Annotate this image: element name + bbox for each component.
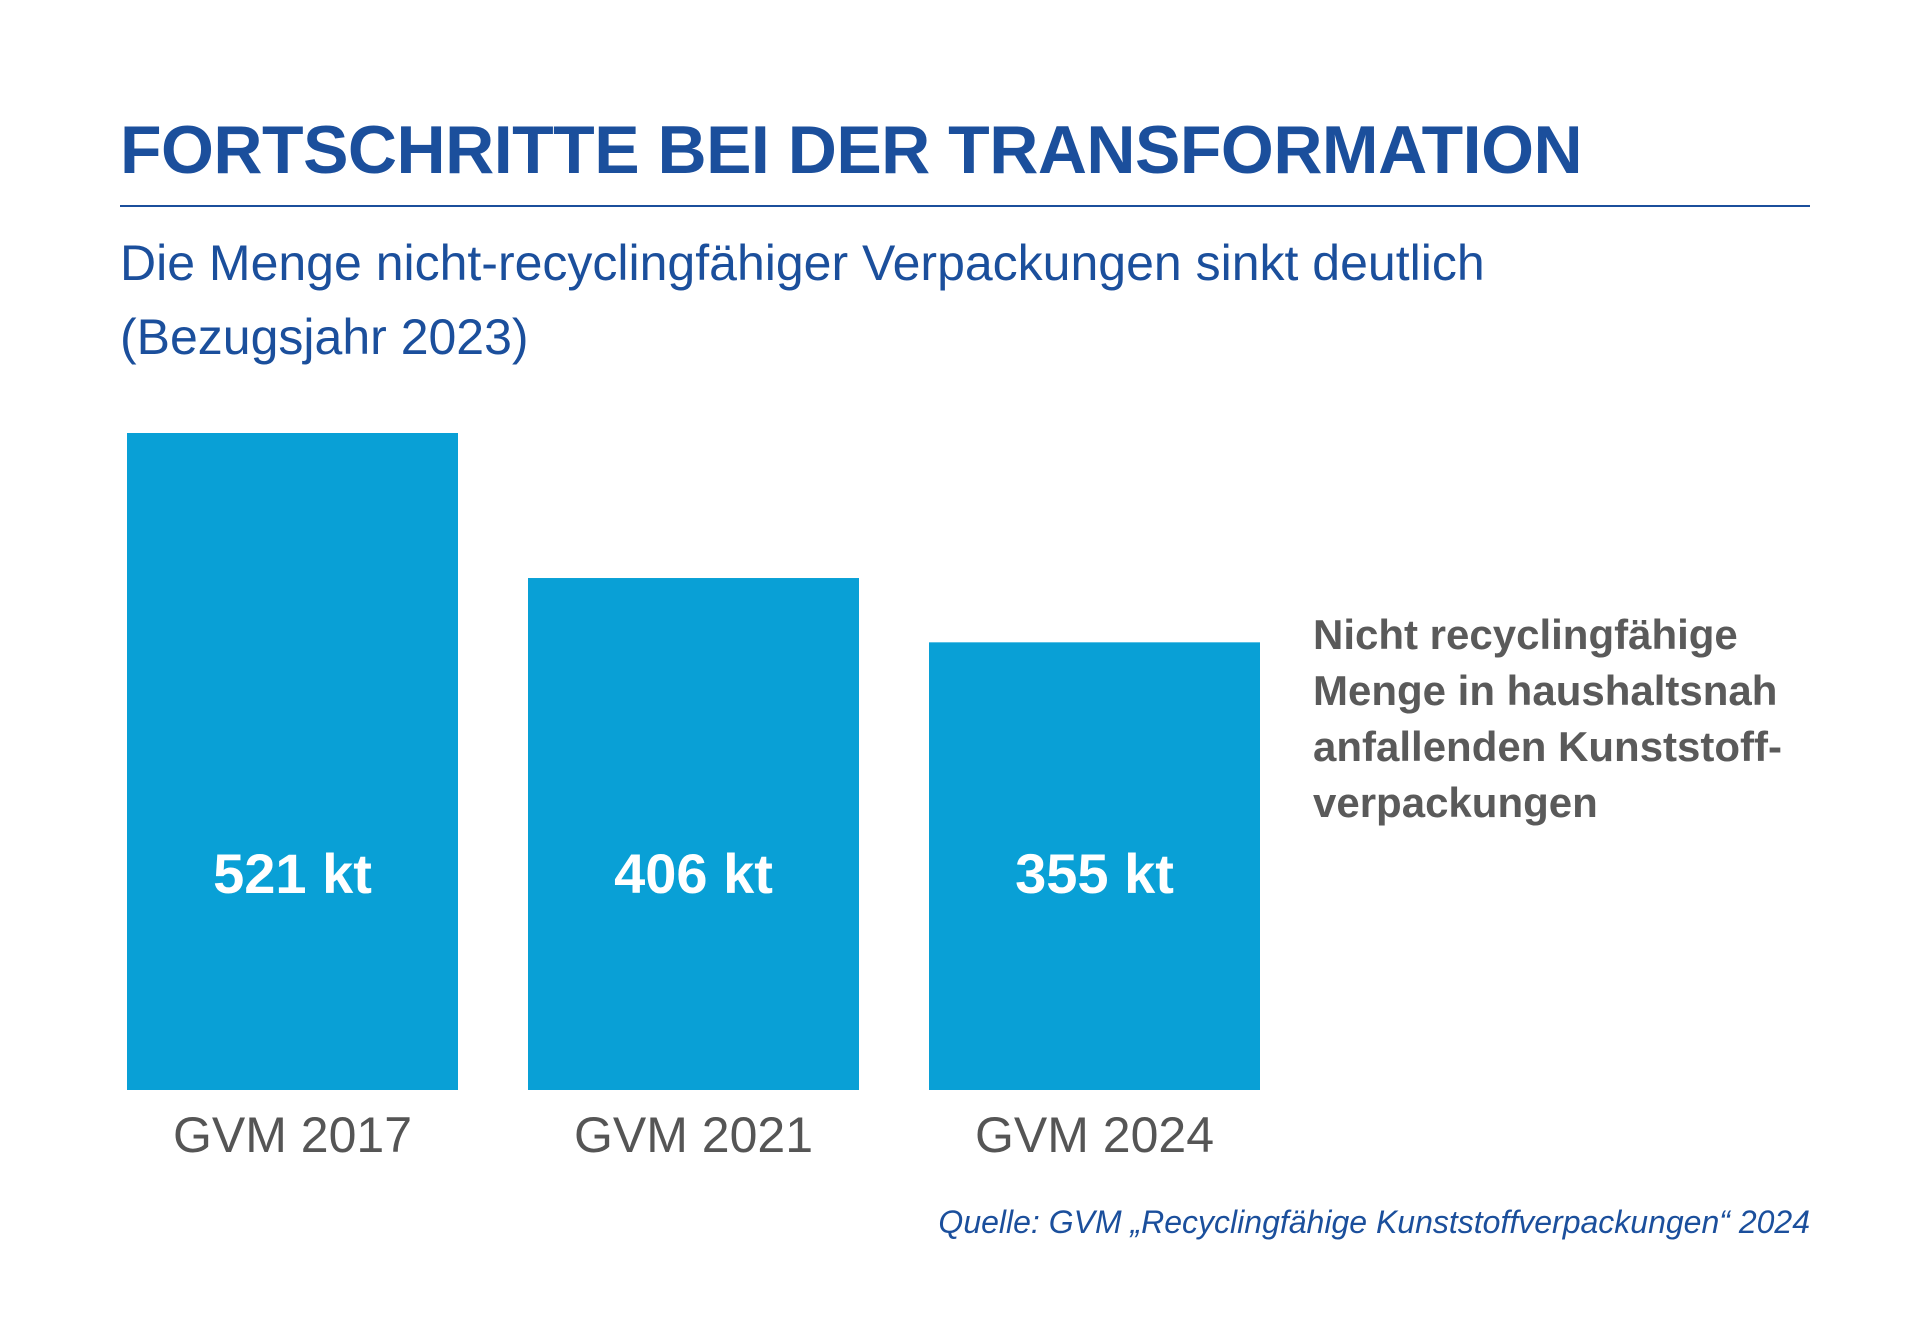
bar-value-labels: 521 kt 406 kt 355 kt [213,842,1174,905]
subtitle-line-1: Die Menge nicht-recyclingfähiger Verpack… [120,235,1485,291]
category-labels: GVM 2017 GVM 2021 GVM 2024 [173,1107,1214,1163]
category-label-3: GVM 2024 [975,1107,1214,1163]
subtitle-line-2: (Bezugsjahr 2023) [120,309,529,365]
bar-value-label-3: 355 kt [1015,842,1174,905]
chart-subtitle: Die Menge nicht-recyclingfähiger Verpack… [120,226,1485,374]
legend-line-3: anfallenden Kunststoff- [1313,723,1782,770]
legend-line-1: Nicht recyclingfähige [1313,611,1738,658]
source-note: Quelle: GVM „Recyclingfähige Kunststoffv… [938,1204,1810,1240]
bars [127,433,1260,1090]
bar-value-label-1: 521 kt [213,842,372,905]
bar-2 [528,578,859,1090]
legend-note: Nicht recyclingfähige Menge in haushalts… [1313,607,1782,831]
bar-3 [929,642,1260,1090]
legend-line-2: Menge in haushaltsnah [1313,667,1778,714]
bar-value-label-2: 406 kt [614,842,773,905]
chart-title: FORTSCHRITTE BEI DER TRANSFORMATION [120,112,1583,188]
category-label-2: GVM 2021 [574,1107,813,1163]
category-label-1: GVM 2017 [173,1107,412,1163]
legend-line-4: verpackungen [1313,779,1598,826]
bar-1 [127,433,458,1090]
title-divider [120,205,1810,207]
